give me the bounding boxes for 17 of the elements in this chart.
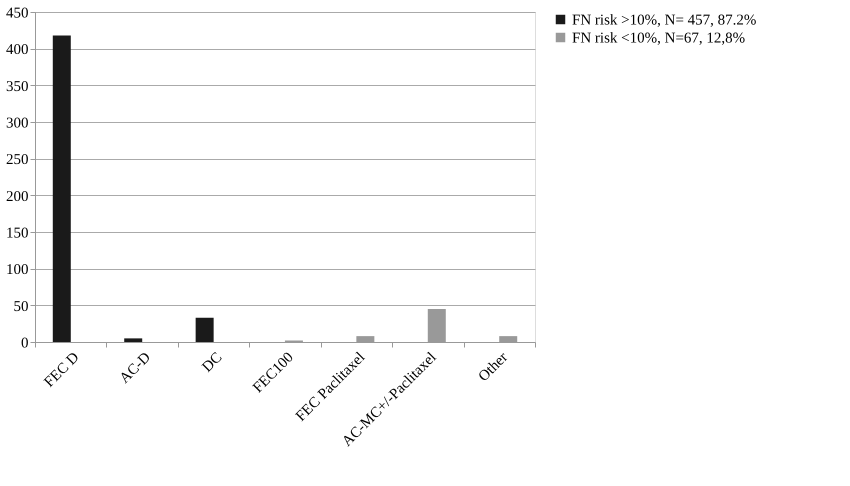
y-tick-label: 200: [6, 188, 28, 205]
y-tick-label: 50: [14, 298, 28, 315]
y-tick-label: 0: [21, 336, 28, 352]
y-tick-label: 400: [6, 42, 28, 58]
y-tick-label: 250: [6, 152, 28, 168]
legend-label: FN risk >10%, N= 457, 87.2%: [572, 12, 756, 28]
y-tick-label: 450: [6, 6, 28, 22]
x-tick-label: FEC D: [41, 349, 83, 391]
bar: [124, 338, 142, 342]
bar: [52, 35, 71, 342]
legend-label: FN risk <10%, N=67, 12,8%: [572, 30, 746, 46]
bar: [196, 318, 214, 342]
y-tick-label: 300: [6, 116, 28, 132]
y-tick-label: 150: [6, 226, 28, 242]
y-tick-label: 350: [6, 78, 28, 95]
y-tick-label: 100: [6, 262, 28, 278]
x-tick-label: DC: [199, 350, 226, 376]
